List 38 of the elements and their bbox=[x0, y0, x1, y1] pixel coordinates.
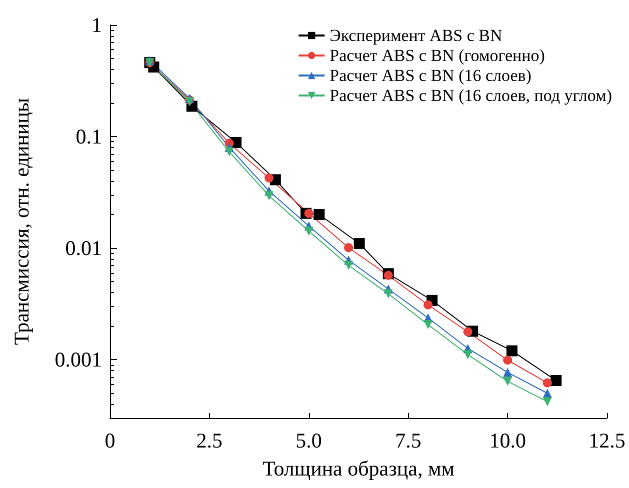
y-tick-label: 0.1 bbox=[76, 124, 102, 149]
x-tick-label: 0 bbox=[104, 428, 116, 452]
x-tick-label: 12.5 bbox=[588, 428, 626, 452]
point bbox=[424, 320, 433, 330]
point bbox=[304, 208, 314, 218]
legend-label: Расчет ABS с BN (16 слоев, под углом) bbox=[330, 86, 612, 105]
point bbox=[463, 327, 472, 336]
y-tick-label: 1 bbox=[92, 13, 102, 37]
point bbox=[384, 270, 393, 280]
point bbox=[503, 376, 512, 386]
point bbox=[344, 243, 354, 252]
point bbox=[384, 289, 393, 298]
point bbox=[314, 209, 325, 220]
point bbox=[354, 238, 365, 249]
point bbox=[344, 260, 354, 270]
point bbox=[550, 375, 562, 386]
point bbox=[264, 191, 274, 200]
legend-label: Расчет ABS с BN (16 слоев) bbox=[330, 66, 532, 85]
x-tick-label: 10.0 bbox=[489, 428, 526, 452]
point bbox=[264, 174, 274, 183]
y-tick-label: 0.001 bbox=[54, 348, 102, 372]
point bbox=[424, 300, 433, 310]
point bbox=[542, 378, 552, 388]
point bbox=[224, 147, 234, 156]
point bbox=[506, 345, 518, 356]
legend-label: Расчет ABS с BN (гомогенно) bbox=[330, 46, 545, 65]
point bbox=[304, 226, 314, 236]
point bbox=[503, 368, 512, 377]
point bbox=[463, 350, 472, 360]
x-tick-label: 2.5 bbox=[196, 428, 223, 452]
point bbox=[503, 356, 512, 365]
x-axis-title: Толщина образца, мм bbox=[262, 456, 455, 480]
legend-label: Эксперимент ABS с BN bbox=[330, 26, 502, 45]
x-tick-label: 5.0 bbox=[296, 428, 322, 452]
y-tick-label: 0.01 bbox=[65, 236, 102, 260]
x-tick-label: 7.5 bbox=[395, 428, 422, 452]
point bbox=[542, 397, 552, 406]
y-axis-title: Трансмиссия, отн. единицы bbox=[10, 98, 34, 345]
